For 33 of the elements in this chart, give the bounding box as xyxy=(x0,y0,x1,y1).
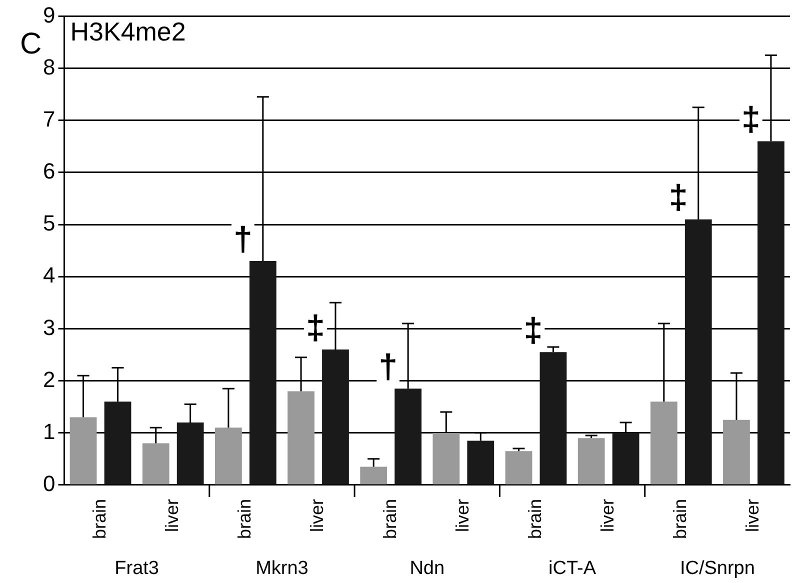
x-tick-label: brain xyxy=(524,498,545,540)
y-tick-label: 2 xyxy=(42,366,56,392)
data-label: ‡ xyxy=(668,178,688,217)
data-label: † xyxy=(233,220,252,258)
x-tick-label: brain xyxy=(380,498,400,540)
y-tick-label: 0 xyxy=(42,471,56,496)
x-tick-label: liver xyxy=(598,498,618,532)
text: iCT-A xyxy=(548,558,596,579)
text: C xyxy=(20,27,42,60)
x-tick-label: liver xyxy=(742,498,763,532)
y-tick-label: 1 xyxy=(42,418,56,444)
x-tick-label: liver xyxy=(162,498,182,532)
data-label: † xyxy=(378,348,398,386)
data-label: ‡ xyxy=(741,100,760,139)
text: Ndn xyxy=(410,558,445,579)
x-tick-label: brain xyxy=(670,498,690,540)
y-tick-label: 6 xyxy=(42,158,56,184)
text: Mkrn3 xyxy=(256,558,308,579)
data-label: ‡ xyxy=(524,312,543,350)
y-tick-label: 8 xyxy=(42,54,56,80)
x-tick-label: brain xyxy=(89,498,110,540)
y-tick-label: 3 xyxy=(42,314,56,340)
y-tick-label: 7 xyxy=(42,106,56,132)
y-tick-label: 9 xyxy=(42,2,56,28)
chart-title: H3K4me2 xyxy=(70,16,186,46)
x-tick-label: brain xyxy=(234,498,255,540)
y-tick-label: 5 xyxy=(42,210,56,236)
text: IC/Snrpn xyxy=(680,558,755,579)
y-tick-label: 4 xyxy=(42,262,56,288)
data-label: ‡ xyxy=(306,308,325,347)
x-tick-label: liver xyxy=(452,498,472,532)
text: Frat3 xyxy=(114,558,159,579)
x-tick-label: liver xyxy=(307,498,328,532)
